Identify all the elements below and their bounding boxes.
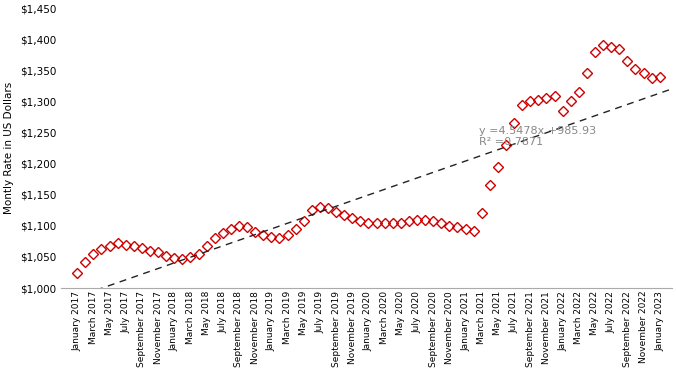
Y-axis label: Montly Rate in US Dollars: Montly Rate in US Dollars xyxy=(4,82,14,214)
Text: y =4.5478x +985.93
R² =0.7871: y =4.5478x +985.93 R² =0.7871 xyxy=(479,126,596,147)
